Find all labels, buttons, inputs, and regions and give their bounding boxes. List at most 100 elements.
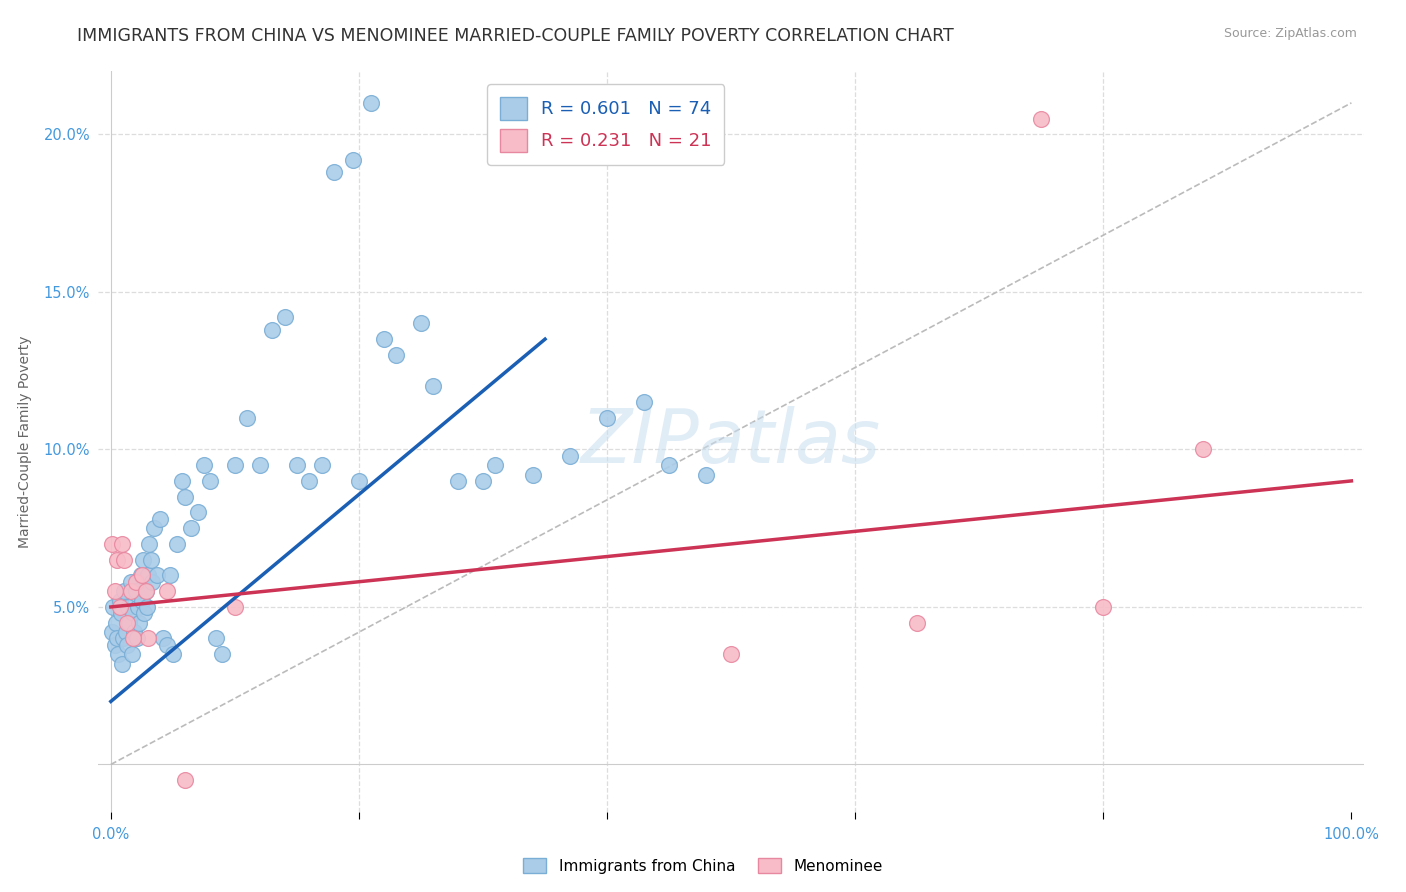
Point: [905, 615, 928, 630]
Point: [112, 632, 135, 646]
Point: [115, 615, 138, 630]
Point: [342, 153, 364, 167]
Point: [285, 458, 308, 472]
Point: [132, 552, 155, 566]
Y-axis label: Married-Couple Family Poverty: Married-Couple Family Poverty: [18, 335, 32, 548]
Point: [111, 537, 134, 551]
Point: [124, 574, 146, 589]
Point: [596, 411, 619, 425]
Point: [633, 395, 655, 409]
Point: [135, 599, 157, 614]
Point: [149, 512, 172, 526]
Point: [174, 490, 197, 504]
Point: [101, 537, 124, 551]
Point: [124, 625, 146, 640]
Point: [103, 638, 125, 652]
Point: [103, 584, 125, 599]
Point: [121, 647, 143, 661]
Point: [108, 599, 131, 614]
Point: [170, 474, 193, 488]
Point: [118, 615, 141, 630]
Point: [159, 568, 181, 582]
Point: [224, 458, 246, 472]
Point: [236, 411, 259, 425]
Point: [156, 638, 179, 652]
Point: [385, 348, 408, 362]
Point: [135, 584, 157, 599]
Point: [311, 458, 333, 472]
Point: [115, 638, 138, 652]
Point: [128, 615, 150, 630]
Point: [110, 606, 132, 620]
Point: [558, 449, 581, 463]
Legend: R = 0.601   N = 74, R = 0.231   N = 21: R = 0.601 N = 74, R = 0.231 N = 21: [486, 84, 724, 165]
Point: [131, 568, 153, 582]
Point: [1092, 599, 1115, 614]
Point: [205, 632, 228, 646]
Point: [134, 606, 156, 620]
Point: [114, 552, 136, 566]
Point: [409, 317, 432, 331]
Point: [105, 552, 128, 566]
Point: [120, 574, 142, 589]
Point: [187, 505, 209, 519]
Text: ZIPatlas: ZIPatlas: [581, 406, 882, 477]
Point: [125, 632, 148, 646]
Point: [107, 647, 129, 661]
Point: [136, 568, 159, 582]
Point: [447, 474, 470, 488]
Point: [145, 568, 167, 582]
Point: [360, 95, 382, 110]
Point: [262, 323, 284, 337]
Point: [136, 632, 159, 646]
Point: [138, 537, 160, 551]
Legend: Immigrants from China, Menominee: Immigrants from China, Menominee: [517, 852, 889, 880]
Point: [122, 632, 145, 646]
Point: [522, 467, 544, 482]
Point: [114, 584, 136, 599]
Point: [103, 599, 125, 614]
Text: IMMIGRANTS FROM CHINA VS MENOMINEE MARRIED-COUPLE FAMILY POVERTY CORRELATION CHA: IMMIGRANTS FROM CHINA VS MENOMINEE MARRI…: [77, 27, 955, 45]
Point: [117, 599, 139, 614]
Point: [323, 165, 346, 179]
Point: [373, 332, 395, 346]
Point: [114, 625, 136, 640]
Point: [1191, 442, 1213, 457]
Point: [249, 458, 271, 472]
Point: [658, 458, 681, 472]
Point: [198, 474, 221, 488]
Point: [422, 379, 444, 393]
Point: [273, 310, 295, 324]
Point: [347, 474, 370, 488]
Point: [141, 574, 163, 589]
Point: [298, 474, 321, 488]
Point: [1031, 112, 1053, 126]
Point: [472, 474, 495, 488]
Point: [111, 657, 134, 671]
Point: [174, 773, 197, 788]
Point: [166, 537, 188, 551]
Point: [129, 568, 152, 582]
Point: [695, 467, 717, 482]
Point: [122, 606, 145, 620]
Point: [156, 584, 179, 599]
Point: [162, 647, 184, 661]
Point: [139, 552, 162, 566]
Point: [193, 458, 215, 472]
Point: [152, 632, 174, 646]
Point: [105, 632, 128, 646]
Point: [143, 521, 166, 535]
Point: [484, 458, 506, 472]
Point: [127, 599, 149, 614]
Point: [104, 615, 127, 630]
Point: [720, 647, 742, 661]
Text: Source: ZipAtlas.com: Source: ZipAtlas.com: [1223, 27, 1357, 40]
Point: [211, 647, 233, 661]
Point: [108, 593, 131, 607]
Point: [124, 584, 146, 599]
Point: [135, 584, 157, 599]
Point: [224, 599, 246, 614]
Point: [120, 584, 142, 599]
Point: [131, 593, 153, 607]
Point: [180, 521, 202, 535]
